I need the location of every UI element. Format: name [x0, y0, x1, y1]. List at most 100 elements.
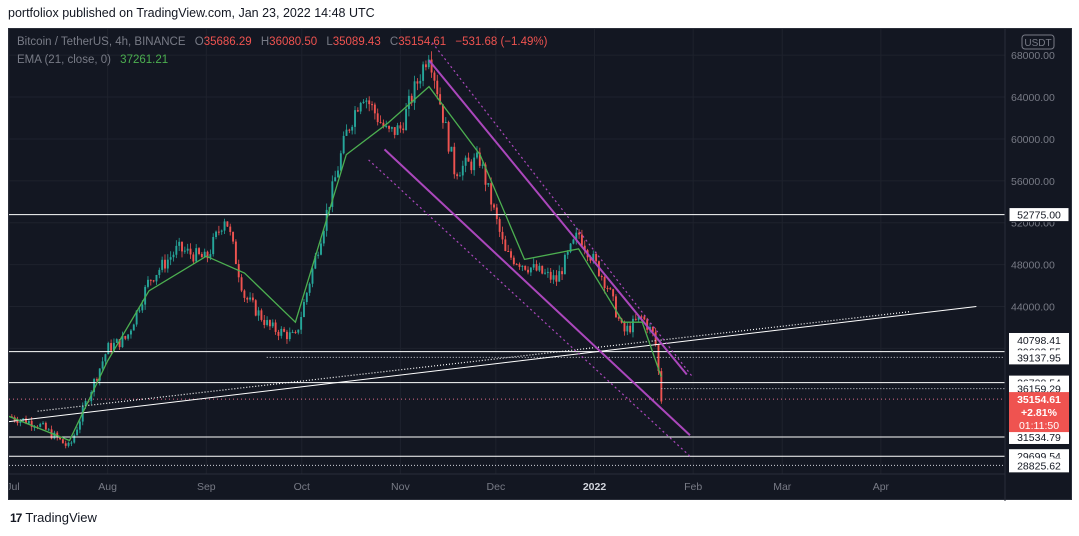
candle-body [351, 126, 354, 131]
candle-body [580, 234, 583, 246]
candle-body [138, 310, 141, 312]
candle-body [614, 296, 617, 318]
time-axis-ticks: Jul Aug Sep Oct Nov Dec 2022 Feb Mar Apr [9, 481, 890, 493]
candle-body [544, 272, 547, 274]
candle-body [27, 420, 30, 424]
candle-body [396, 125, 399, 135]
price-axis[interactable]: 68000.0064000.0060000.0056000.0052000.00… [1004, 29, 1070, 501]
candle-body [175, 245, 178, 255]
price-label: 28825.62 [1017, 460, 1061, 472]
candle-body [612, 289, 615, 297]
candle-body [504, 239, 507, 251]
time-tick-label: Dec [487, 481, 506, 493]
ema-legend-label: EMA (21, close, 0) [17, 54, 111, 66]
candle-body [493, 204, 495, 208]
candle-body [135, 310, 138, 325]
price-tick-label: 44000.00 [1011, 301, 1055, 313]
price-chart[interactable]: Bitcoin / TetherUS, 4h, BINANCE O35686.2… [9, 29, 1073, 501]
candle-body [183, 250, 186, 252]
candle-body [181, 241, 183, 252]
candle-body [447, 122, 450, 152]
candle-body [274, 322, 277, 332]
candle-body [240, 277, 243, 291]
candle-body [164, 259, 166, 269]
candle-body [19, 420, 22, 423]
chart-panel[interactable]: Bitcoin / TetherUS, 4h, BINANCE O35686.2… [8, 28, 1073, 501]
candles [10, 51, 663, 449]
candle-body [331, 181, 334, 207]
candle-body [549, 271, 552, 280]
candle-body [115, 339, 118, 343]
close-label: C [390, 36, 398, 48]
price-labels: 52775.0040798.4139682.5539137.9536728.54… [1008, 207, 1070, 473]
candle-body [130, 330, 132, 335]
candle-body [64, 443, 67, 446]
open-value: 35686.29 [204, 36, 252, 48]
candle-body [376, 113, 379, 123]
candle-body [632, 318, 634, 333]
candle-body [268, 320, 271, 327]
candle-body [294, 332, 297, 334]
candle-body [345, 129, 348, 136]
candle-body [521, 265, 524, 267]
price-tick-label: 56000.00 [1011, 176, 1055, 188]
ema-legend-value: 37261.21 [120, 54, 168, 66]
candle-body [229, 226, 232, 232]
candle-body [552, 275, 555, 280]
candle-body [603, 277, 606, 288]
channel-upper [428, 59, 688, 376]
candle-body [67, 442, 70, 446]
candle-body [47, 429, 50, 431]
candle-body [223, 221, 226, 231]
candle-body [456, 174, 459, 177]
candle-body [127, 334, 130, 339]
time-tick-label: Mar [773, 481, 792, 493]
candle-body [371, 104, 373, 106]
candle-body [654, 331, 657, 345]
legend-symbol: Bitcoin / TetherUS, 4h, BINANCE [17, 36, 186, 48]
candle-body [453, 146, 456, 175]
candle-body [260, 310, 263, 320]
candle-body [44, 422, 47, 430]
candle-body [76, 429, 79, 436]
candle-body [300, 317, 303, 330]
candle-body [283, 328, 286, 332]
candle-body [535, 264, 538, 271]
candle-body [311, 268, 314, 284]
candle-body [112, 342, 115, 351]
candle-body [623, 322, 626, 332]
low-label: L [326, 36, 333, 48]
price-label: 39137.95 [1017, 352, 1061, 364]
candle-body [470, 161, 473, 171]
candle-body [322, 230, 325, 244]
candle-body [61, 439, 64, 444]
last-price-value: 35154.61 [1017, 394, 1061, 406]
candle-body [22, 418, 25, 421]
candle-body [651, 326, 654, 332]
candle-body [566, 251, 569, 255]
candle-body [388, 125, 391, 129]
candle-body [424, 64, 427, 68]
candle-body [166, 259, 169, 269]
candle-body [280, 328, 283, 336]
candle-body [595, 253, 598, 262]
candle-body [529, 267, 532, 273]
candle-body [490, 183, 493, 205]
candle-body [155, 275, 158, 282]
candle-body [107, 343, 110, 355]
time-axis[interactable]: Jul Aug Sep Oct Nov Dec 2022 Feb Mar Apr [9, 473, 1005, 493]
price-tick-label: 48000.00 [1011, 260, 1055, 272]
candle-body [660, 371, 663, 402]
candle-body [478, 152, 481, 166]
candle-body [359, 103, 362, 112]
candle-body [487, 183, 490, 185]
candle-body [186, 248, 189, 251]
candle-body [368, 100, 371, 105]
candle-body [481, 164, 484, 166]
price-tick-label: 68000.00 [1011, 50, 1055, 62]
candle-body [39, 423, 42, 427]
candle-body [149, 279, 152, 281]
candle-body [73, 435, 76, 443]
candle-body [263, 319, 266, 325]
currency-badge[interactable]: USDT [1021, 34, 1055, 50]
